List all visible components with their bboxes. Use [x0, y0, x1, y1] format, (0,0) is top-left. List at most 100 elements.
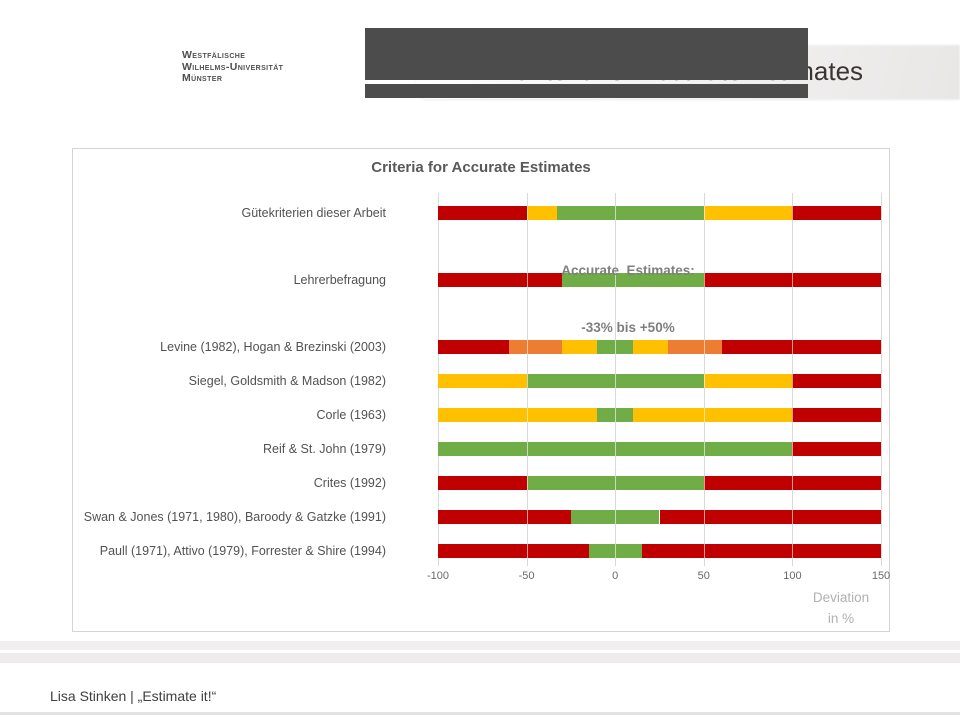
logo-bar — [365, 53, 808, 67]
bar-gridline-tick — [615, 476, 617, 490]
bar-gridline-tick — [526, 544, 528, 558]
footer-text: Lisa Stinken | „Estimate it!“ — [50, 688, 217, 704]
bar-gridline-tick — [615, 206, 617, 220]
bar-segment — [792, 206, 881, 220]
university-logo: Westfälische Wilhelms-Universität Münste… — [0, 0, 808, 110]
bar-gridline-tick — [615, 510, 617, 524]
bar-gridline-tick — [703, 206, 705, 220]
bar-gridline-tick — [792, 544, 794, 558]
bar-gridline-tick — [526, 340, 528, 354]
bar-segment — [438, 476, 527, 490]
category-label: Corle (1963) — [316, 408, 386, 422]
bar-segment — [438, 408, 598, 422]
footer-stripe — [0, 641, 960, 650]
axis-tick-label: -50 — [518, 570, 535, 582]
x-axis-label-line1: Deviation — [812, 590, 870, 605]
bar-row — [438, 206, 881, 220]
category-label: Reif & St. John (1979) — [263, 442, 386, 456]
annotation-line1: Accurate Estimates: — [561, 263, 695, 278]
bar-gridline-tick — [703, 544, 705, 558]
bar-gridline-tick — [526, 273, 528, 287]
bar-segment — [632, 408, 793, 422]
bar-segment — [668, 340, 722, 354]
bar-row — [438, 408, 881, 422]
axis-tick-label: 150 — [871, 570, 891, 582]
category-label: Swan & Jones (1971, 1980), Baroody & Gat… — [83, 510, 386, 524]
bar-gridline-tick — [792, 340, 794, 354]
bar-gridline-tick — [703, 510, 705, 524]
bar-segment — [438, 206, 527, 220]
bar-segment — [438, 340, 509, 354]
category-label: Paull (1971), Attivo (1979), Forrester &… — [99, 544, 386, 558]
bar-gridline-tick — [703, 273, 705, 287]
axis-tick-label: 100 — [783, 570, 802, 582]
logo-text: Westfälische Wilhelms-Universität Münste… — [182, 49, 283, 85]
category-label: Siegel, Goldsmith & Madson (1982) — [188, 374, 386, 388]
gridline — [881, 193, 882, 566]
bar-segment — [526, 206, 557, 220]
axis-tick-label: 0 — [612, 570, 619, 582]
x-axis-label: Deviation in % — [796, 587, 886, 629]
bar-row — [438, 273, 881, 287]
logo-text-line3: Münster — [182, 72, 223, 84]
bar-gridline-tick — [703, 340, 705, 354]
bar-segment — [562, 340, 598, 354]
bar-segment — [641, 544, 881, 558]
bar-row — [438, 340, 881, 354]
bar-gridline-tick — [792, 442, 794, 456]
chart-title: Criteria for Accurate Estimates — [371, 159, 591, 176]
bar-gridline-tick — [792, 206, 794, 220]
category-label: Crites (1992) — [313, 476, 386, 490]
bar-segment — [659, 510, 881, 524]
bar-gridline-tick — [526, 442, 528, 456]
bar-gridline-tick — [615, 408, 617, 422]
bar-gridline-tick — [615, 544, 617, 558]
bar-gridline-tick — [526, 206, 528, 220]
bar-gridline-tick — [792, 374, 794, 388]
logo-flag-icon — [365, 42, 808, 56]
bar-gridline-tick — [526, 476, 528, 490]
bar-segment — [792, 408, 881, 422]
bar-gridline-tick — [526, 374, 528, 388]
bar-row — [438, 442, 881, 456]
bar-segment — [508, 340, 563, 354]
bar-gridline-tick — [703, 408, 705, 422]
bar-gridline-tick — [792, 476, 794, 490]
bar-segment — [438, 273, 563, 287]
bar-gridline-tick — [526, 408, 528, 422]
logo-bar — [365, 84, 808, 98]
axis-tick-label: 50 — [697, 570, 710, 582]
annotation-line2: -33% bis +50% — [581, 320, 675, 335]
bar-gridline-tick — [703, 442, 705, 456]
footer-bottom-line — [0, 712, 960, 715]
bar-row — [438, 510, 881, 524]
category-label: Levine (1982), Hogan & Brezinski (2003) — [160, 340, 386, 354]
bar-row — [438, 544, 881, 558]
chart: Criteria for Accurate Estimates Accurate… — [72, 148, 890, 632]
axis-tick-label: -100 — [426, 570, 450, 582]
bar-gridline-tick — [792, 510, 794, 524]
chart-annotation: Accurate Estimates: -33% bis +50% — [503, 223, 753, 375]
bar-gridline-tick — [615, 273, 617, 287]
bar-gridline-tick — [615, 374, 617, 388]
bar-segment — [721, 340, 881, 354]
bar-segment — [562, 273, 704, 287]
bar-row — [438, 374, 881, 388]
logo-flag-icon — [365, 28, 808, 42]
bar-segment — [438, 374, 527, 388]
logo-bar — [365, 66, 808, 80]
logo-text-line1: Westfälische — [182, 49, 246, 61]
category-label: Gütekriterien dieser Arbeit — [241, 206, 386, 220]
bar-segment — [632, 340, 669, 354]
bar-gridline-tick — [703, 374, 705, 388]
bar-segment — [703, 374, 793, 388]
bar-segment — [792, 374, 881, 388]
bar-gridline-tick — [615, 340, 617, 354]
category-label: Lehrerbefragung — [293, 273, 386, 287]
bar-segment — [438, 510, 571, 524]
bar-gridline-tick — [615, 442, 617, 456]
footer-stripe — [0, 653, 960, 663]
bar-gridline-tick — [792, 273, 794, 287]
bar-segment — [703, 206, 793, 220]
